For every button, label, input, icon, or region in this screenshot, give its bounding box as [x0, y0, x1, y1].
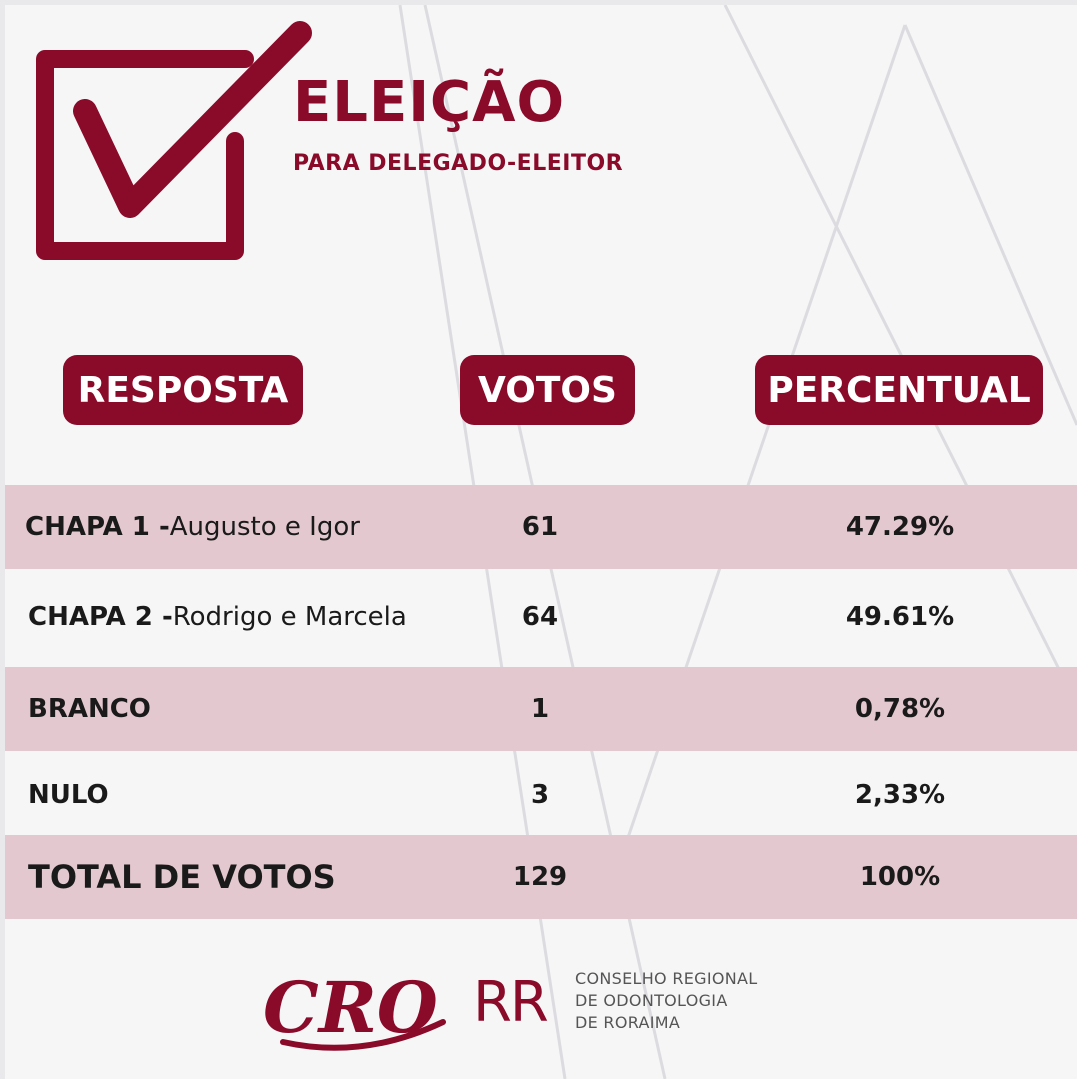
total-percent: 100%: [859, 862, 941, 892]
row-label-bold: BRANCO: [28, 694, 151, 724]
row-percent: 0,78%: [854, 694, 946, 724]
state-abbreviation: RR: [473, 970, 549, 1035]
row-label: CHAPA 1 - Augusto e Igor: [25, 485, 360, 569]
checkbox-check-icon: [36, 21, 312, 260]
row-votes: 64: [521, 602, 559, 632]
election-results-card: ELEIÇÃO PARA DELEGADO-ELEITOR RESPOSTA V…: [5, 5, 1077, 1079]
row-votes: 1: [530, 694, 550, 724]
table-row-nulo: NULO 3 2,33%: [5, 753, 1077, 837]
page-subtitle: PARA DELEGADO-ELEITOR: [293, 151, 624, 176]
footer-branding: CRO RR CONSELHO REGIONAL DE ODONTOLOGIA …: [263, 960, 823, 1060]
table-row-chapa-2: CHAPA 2 - Rodrigo e Marcela 64 49.61%: [5, 575, 1077, 659]
table-row-chapa-1: CHAPA 1 - Augusto e Igor 61 47.29%: [5, 485, 1077, 569]
row-percent: 49.61%: [845, 602, 955, 632]
row-label-name: Augusto e Igor: [169, 512, 360, 542]
total-label: TOTAL DE VOTOS: [28, 858, 336, 896]
row-percent: 2,33%: [854, 780, 946, 810]
row-label: CHAPA 2 - Rodrigo e Marcela: [28, 575, 407, 659]
row-votes: 3: [530, 780, 550, 810]
organization-name: CONSELHO REGIONAL DE ODONTOLOGIA DE RORA…: [575, 968, 758, 1034]
org-line-2: DE ODONTOLOGIA: [575, 991, 728, 1010]
org-line-3: DE RORAIMA: [575, 1013, 681, 1032]
column-header-votos: VOTOS: [460, 355, 635, 425]
page-title: ELEIÇÃO: [293, 70, 566, 135]
org-line-1: CONSELHO REGIONAL: [575, 969, 758, 988]
row-label-bold: NULO: [28, 780, 109, 810]
table-row-branco: BRANCO 1 0,78%: [5, 667, 1077, 751]
row-label-bold: CHAPA 1 -: [25, 512, 170, 542]
row-label-name: Rodrigo e Marcela: [172, 602, 407, 632]
row-percent: 47.29%: [845, 512, 955, 542]
row-votes: 61: [521, 512, 559, 542]
row-label-bold: CHAPA 2 -: [28, 602, 173, 632]
total-votes: 129: [512, 862, 568, 892]
row-label: BRANCO: [28, 667, 151, 751]
column-header-percentual: PERCENTUAL: [755, 355, 1043, 425]
table-row-total: TOTAL DE VOTOS 129 100%: [5, 835, 1077, 919]
column-header-resposta: RESPOSTA: [63, 355, 303, 425]
row-label: NULO: [28, 753, 109, 837]
cro-logo: CRO: [263, 966, 446, 1051]
